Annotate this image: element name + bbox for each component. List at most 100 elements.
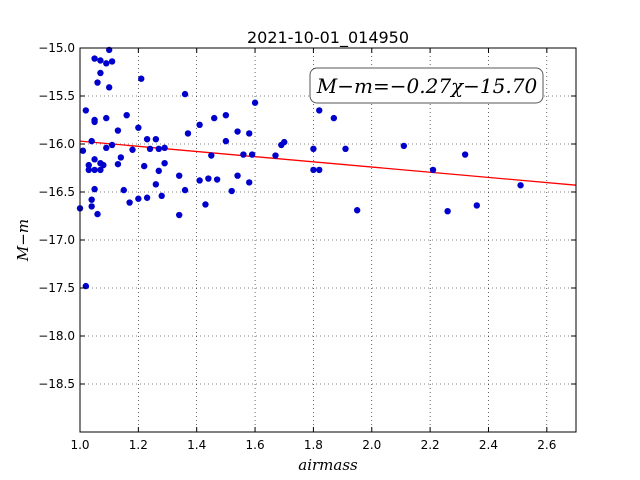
- data-point: [211, 114, 218, 122]
- data-point: [140, 162, 148, 170]
- data-point: [108, 141, 116, 149]
- x-tick-label: 1.8: [304, 438, 323, 452]
- data-point: [429, 166, 437, 174]
- y-tick-label: −16.5: [38, 185, 75, 199]
- y-tick-label: −18.5: [38, 377, 75, 391]
- data-point: [400, 142, 408, 150]
- data-point: [103, 60, 110, 67]
- data-point: [222, 112, 230, 119]
- data-point: [208, 152, 215, 159]
- data-point: [155, 167, 162, 175]
- data-point: [161, 160, 168, 167]
- data-point: [143, 194, 151, 201]
- data-point: [196, 121, 203, 128]
- data-point: [129, 146, 136, 153]
- data-point: [117, 154, 125, 161]
- data-point: [181, 90, 189, 98]
- data-point: [234, 172, 241, 179]
- data-point: [97, 166, 104, 174]
- x-tick-label: 2.4: [479, 438, 498, 452]
- data-point: [272, 152, 279, 159]
- data-point: [158, 192, 165, 200]
- data-point: [246, 130, 253, 137]
- data-point: [123, 112, 130, 119]
- data-point: [461, 151, 469, 158]
- data-point: [97, 69, 104, 77]
- data-points: [76, 46, 524, 290]
- data-point: [126, 199, 133, 206]
- x-tick-label: 1.0: [70, 438, 89, 452]
- data-point: [213, 176, 221, 183]
- data-point: [94, 79, 101, 86]
- data-point: [202, 201, 209, 208]
- x-tick-label: 2.6: [537, 438, 556, 452]
- data-point: [100, 161, 107, 169]
- x-tick-label: 2.2: [421, 438, 440, 452]
- data-point: [228, 187, 235, 195]
- data-point: [94, 210, 101, 218]
- data-point: [234, 128, 241, 135]
- data-point: [353, 207, 361, 214]
- data-point: [114, 160, 122, 168]
- data-point: [246, 179, 253, 186]
- annotation-text: M−m=−0.27χ−15.70: [316, 74, 538, 98]
- data-point: [88, 203, 95, 210]
- data-point: [248, 151, 256, 158]
- y-tick-label: −15.5: [38, 89, 75, 103]
- data-point: [330, 114, 338, 122]
- data-point: [91, 166, 98, 174]
- data-point: [196, 177, 203, 184]
- data-point: [310, 145, 317, 152]
- y-tick-labels: −15.0 −15.5 −16.0 −16.5 −17.0 −17.5 −18.0 −18.5: [38, 41, 75, 391]
- data-point: [176, 211, 183, 219]
- data-point: [342, 145, 349, 152]
- x-tick-label: 2.0: [362, 438, 381, 452]
- x-tick-label: 1.2: [129, 438, 148, 452]
- y-tick-label: −17.5: [38, 281, 75, 295]
- y-tick-label: −17.0: [38, 233, 75, 247]
- data-point: [176, 172, 183, 179]
- x-axis-label: airmass: [298, 456, 358, 474]
- x-tick-labels: 1.0 1.2 1.4 1.6 1.8 2.0 2.2 2.4 2.6: [70, 438, 556, 452]
- data-point: [155, 145, 162, 152]
- data-point: [85, 161, 92, 169]
- data-point: [91, 118, 98, 126]
- data-point: [316, 166, 323, 174]
- x-tick-label: 1.6: [246, 438, 265, 452]
- data-point: [91, 55, 98, 62]
- data-point: [281, 138, 288, 146]
- data-point: [316, 107, 323, 114]
- data-point: [135, 124, 142, 131]
- data-point: [135, 195, 142, 202]
- data-point: [138, 75, 145, 82]
- data-point: [152, 181, 160, 188]
- chart-title: 2021-10-01_014950: [247, 28, 409, 48]
- data-point: [105, 84, 113, 91]
- data-point: [181, 186, 189, 194]
- data-point: [222, 137, 230, 145]
- data-point: [114, 127, 122, 134]
- annotation-box: [309, 67, 544, 104]
- data-point: [120, 186, 127, 194]
- y-tick-label: −18.0: [38, 329, 75, 343]
- data-point: [251, 99, 259, 106]
- data-point: [91, 185, 98, 193]
- data-point: [85, 166, 92, 174]
- data-point: [97, 57, 104, 64]
- y-axis-label: M−m: [14, 219, 32, 262]
- axis-ticks: [79, 47, 576, 432]
- data-point: [161, 144, 168, 152]
- data-point: [108, 58, 116, 65]
- data-point: [103, 114, 110, 122]
- data-point: [88, 196, 95, 203]
- x-tick-label: 1.4: [187, 438, 206, 452]
- y-tick-label: −16.0: [38, 137, 75, 151]
- data-point: [146, 145, 154, 152]
- data-point: [143, 136, 151, 143]
- data-point: [444, 208, 451, 215]
- data-point: [205, 175, 212, 182]
- data-point: [103, 144, 110, 152]
- data-point: [152, 136, 160, 143]
- fit-annotation: M−m=−0.27χ−15.70: [309, 67, 544, 104]
